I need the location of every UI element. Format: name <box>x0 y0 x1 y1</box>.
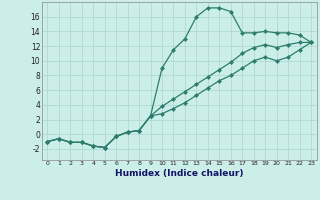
X-axis label: Humidex (Indice chaleur): Humidex (Indice chaleur) <box>115 169 244 178</box>
